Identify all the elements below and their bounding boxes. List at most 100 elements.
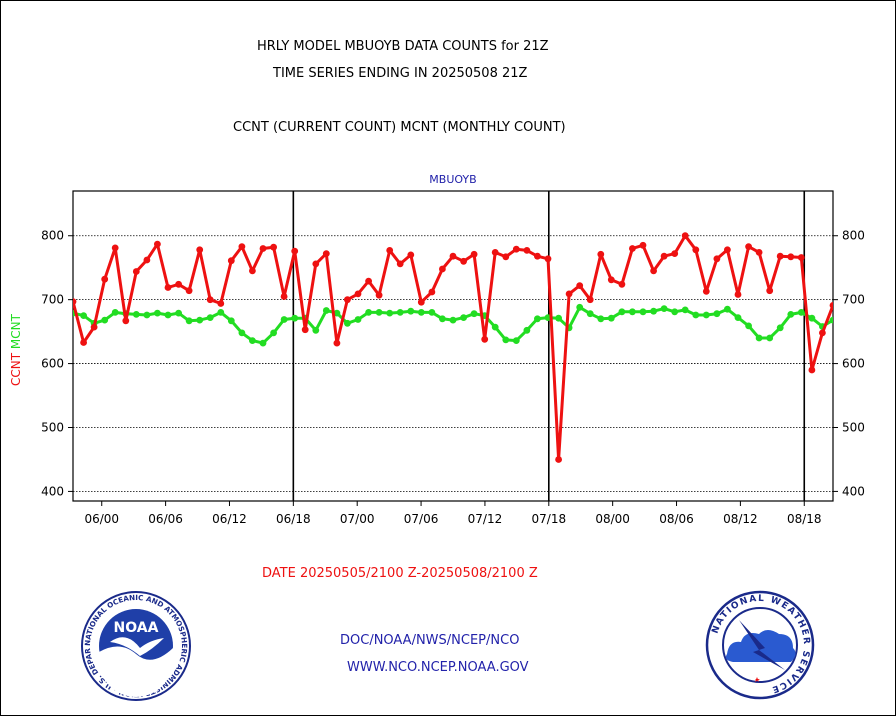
- data-point-ccnt: [692, 246, 700, 254]
- data-point-ccnt: [713, 255, 721, 263]
- data-point-ccnt: [417, 298, 425, 306]
- data-point-ccnt: [555, 456, 562, 463]
- data-point-ccnt: [206, 296, 214, 304]
- data-point-mcnt: [322, 307, 330, 314]
- data-point-mcnt: [639, 308, 647, 316]
- data-point-ccnt: [73, 298, 77, 305]
- data-point-mcnt: [439, 315, 446, 323]
- data-point-ccnt: [629, 245, 636, 252]
- time-series-chart: 400 400 500 500 600 600 700 700 800 800 06/00 06/06…: [9, 173, 865, 526]
- data-point-mcnt: [333, 309, 341, 317]
- data-point-mcnt: [618, 308, 626, 316]
- data-point-mcnt: [787, 311, 795, 318]
- data-point-mcnt: [365, 309, 372, 316]
- chart-header-line-2: TIME SERIES ENDING IN 20250508 21Z: [273, 66, 528, 81]
- data-point-ccnt: [776, 252, 784, 260]
- y-tick-label-right: 400: [842, 484, 865, 498]
- y-tick-label-right: 800: [842, 229, 865, 243]
- y-tick-label-right: 700: [842, 293, 865, 307]
- data-point-mcnt: [449, 316, 457, 324]
- data-point-ccnt: [639, 241, 647, 249]
- data-point-ccnt: [217, 300, 225, 307]
- data-point-ccnt: [249, 267, 256, 275]
- data-point-ccnt: [502, 253, 510, 261]
- data-point-mcnt: [217, 309, 225, 316]
- data-point-mcnt: [555, 314, 562, 322]
- data-point-mcnt: [766, 334, 774, 342]
- data-point-ccnt: [650, 267, 657, 275]
- data-point-ccnt: [407, 251, 415, 259]
- data-point-mcnt: [101, 316, 109, 324]
- data-point-mcnt: [227, 317, 235, 325]
- y-tick-label-left: 600: [41, 357, 64, 371]
- plot-frame: [72, 190, 834, 502]
- data-point-ccnt: [819, 329, 826, 337]
- data-point-mcnt: [460, 314, 467, 321]
- data-point-mcnt: [428, 309, 436, 316]
- y-tick-label-left: 700: [41, 293, 64, 307]
- data-point-mcnt: [386, 309, 394, 317]
- data-point-ccnt: [808, 366, 816, 374]
- data-point-mcnt: [249, 337, 256, 344]
- data-point-mcnt: [270, 329, 277, 337]
- data-point-ccnt: [745, 243, 752, 251]
- data-point-mcnt: [829, 316, 833, 324]
- org-label: DOC/NOAA/NWS/NCEP/NCO: [340, 633, 520, 648]
- y-tick-label-right: 600: [842, 357, 865, 371]
- data-point-ccnt: [618, 280, 626, 288]
- data-point-ccnt: [259, 245, 267, 252]
- data-point-ccnt: [544, 255, 552, 263]
- data-point-mcnt: [755, 334, 763, 342]
- data-point-mcnt: [344, 319, 351, 327]
- data-point-ccnt: [375, 291, 383, 299]
- data-point-mcnt: [143, 311, 151, 319]
- data-point-mcnt: [375, 309, 383, 316]
- data-point-mcnt: [196, 316, 204, 324]
- data-point-ccnt: [439, 265, 446, 273]
- data-point-ccnt: [111, 244, 119, 252]
- data-point-mcnt: [80, 312, 87, 319]
- data-point-mcnt: [660, 305, 668, 312]
- data-point-mcnt: [776, 324, 784, 332]
- data-point-ccnt: [291, 247, 299, 255]
- series-line-ccnt: [73, 234, 833, 461]
- data-point-mcnt: [396, 309, 404, 316]
- data-point-ccnt: [196, 246, 204, 254]
- data-point-ccnt: [724, 246, 731, 254]
- data-point-mcnt: [713, 310, 721, 318]
- data-point-mcnt: [808, 314, 816, 322]
- data-point-ccnt: [101, 275, 109, 283]
- x-tick-label: 07/00: [340, 512, 375, 526]
- chart-header-line-3: CCNT (CURRENT COUNT) MCNT (MONTHLY COUNT…: [233, 120, 566, 135]
- y-axis-label-ccnt: CCNT: [9, 349, 23, 386]
- y-tick-label-left: 800: [41, 229, 64, 243]
- data-point-mcnt: [576, 303, 584, 311]
- data-point-ccnt: [312, 260, 320, 268]
- data-point-mcnt: [512, 337, 520, 344]
- x-tick-label: 06/06: [148, 512, 183, 526]
- data-point-ccnt: [322, 250, 330, 257]
- data-point-ccnt: [523, 247, 531, 254]
- website-label: WWW.NCO.NCEP.NOAA.GOV: [347, 660, 529, 675]
- data-point-ccnt: [122, 317, 130, 325]
- data-point-mcnt: [692, 311, 700, 319]
- data-point-mcnt: [702, 311, 710, 319]
- data-point-mcnt: [597, 315, 605, 323]
- data-point-mcnt: [650, 307, 657, 315]
- date-range-label: DATE 20250505/2100 Z-20250508/2100 Z: [262, 566, 538, 581]
- chart-header-line-1: HRLY MODEL MBUOYB DATA COUNTS for 21Z: [257, 39, 549, 54]
- data-point-ccnt: [576, 282, 584, 289]
- x-tick-label: 08/00: [595, 512, 630, 526]
- data-point-mcnt: [407, 307, 415, 315]
- noaa-logo-text: NOAA: [114, 620, 159, 636]
- data-point-ccnt: [90, 323, 98, 331]
- data-point-mcnt: [111, 309, 119, 316]
- data-point-ccnt: [396, 260, 404, 268]
- data-point-ccnt: [175, 280, 183, 288]
- data-point-ccnt: [132, 268, 140, 275]
- data-point-ccnt: [481, 335, 489, 343]
- x-tick-label: 08/06: [659, 512, 694, 526]
- data-point-ccnt: [386, 247, 394, 254]
- data-point-mcnt: [724, 305, 731, 313]
- x-tick-label: 06/12: [212, 512, 247, 526]
